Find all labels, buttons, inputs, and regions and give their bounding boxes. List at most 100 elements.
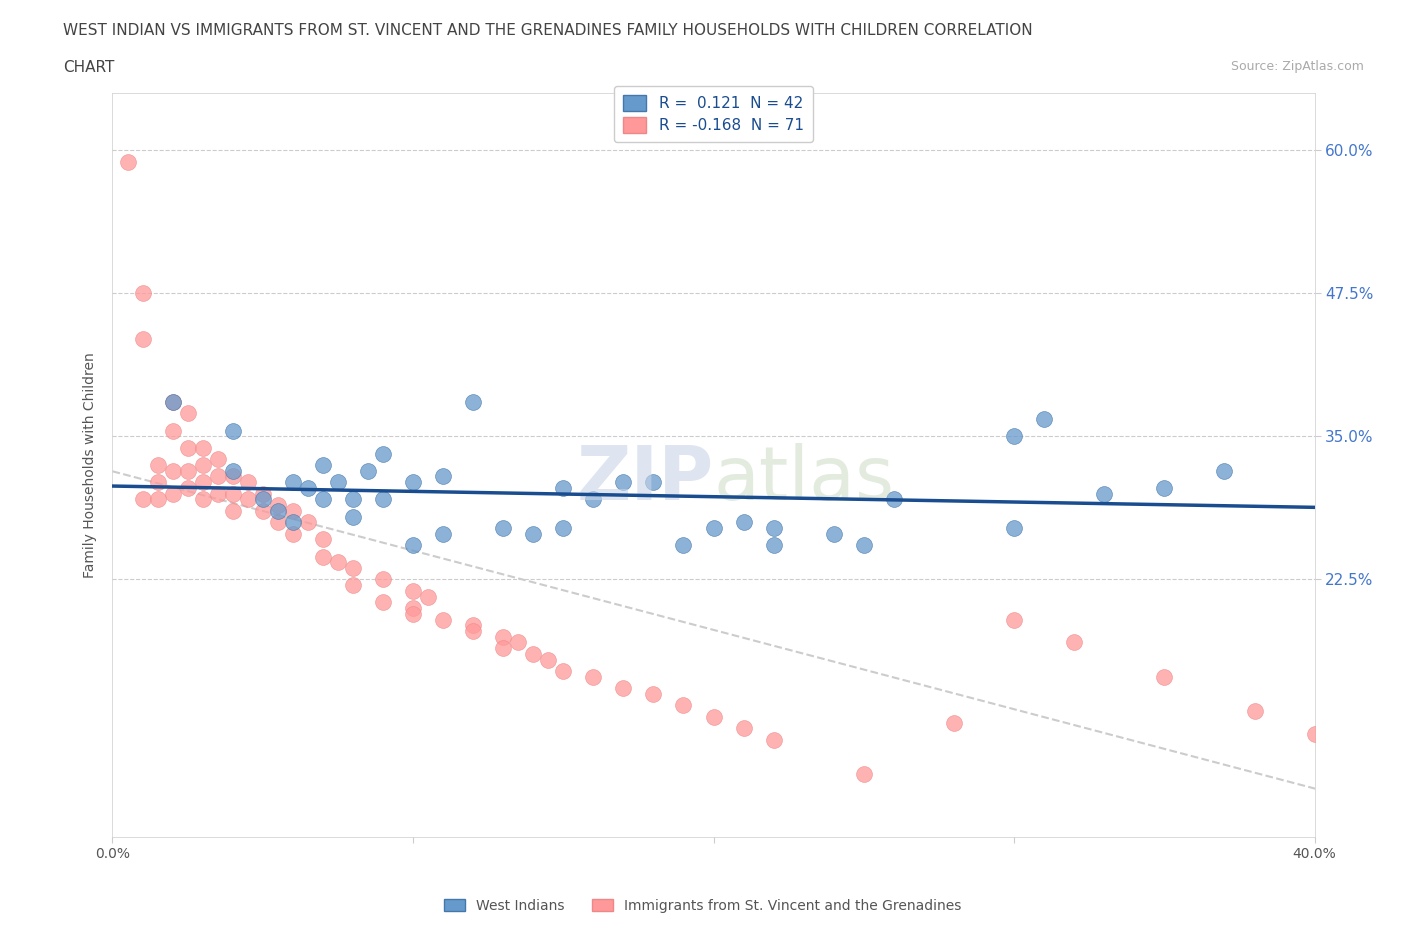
Point <box>326 474 349 489</box>
Point <box>176 406 198 421</box>
Point <box>267 503 290 518</box>
Point <box>1002 612 1025 627</box>
Point <box>252 486 274 501</box>
Point <box>297 515 319 530</box>
Point <box>672 698 695 712</box>
Point <box>823 526 845 541</box>
Point <box>416 590 439 604</box>
Point <box>162 463 184 478</box>
Point <box>522 526 544 541</box>
Point <box>461 394 484 409</box>
Point <box>553 481 575 496</box>
Point <box>402 606 425 621</box>
Point <box>1303 726 1326 741</box>
Point <box>733 721 755 736</box>
Point <box>371 492 394 507</box>
Point <box>1002 429 1025 444</box>
Point <box>1213 463 1236 478</box>
Text: WEST INDIAN VS IMMIGRANTS FROM ST. VINCENT AND THE GRENADINES FAMILY HOUSEHOLDS : WEST INDIAN VS IMMIGRANTS FROM ST. VINCE… <box>63 23 1033 38</box>
Point <box>762 521 785 536</box>
Point <box>312 532 335 547</box>
Point <box>222 486 245 501</box>
Point <box>146 474 169 489</box>
Point <box>1393 715 1406 730</box>
Point <box>131 332 153 347</box>
Point <box>222 463 245 478</box>
Point <box>312 458 335 472</box>
Point <box>191 474 214 489</box>
Point <box>267 498 290 512</box>
Point <box>281 474 304 489</box>
Point <box>553 664 575 679</box>
Point <box>207 486 229 501</box>
Point <box>236 474 259 489</box>
Point <box>762 538 785 552</box>
Point <box>252 503 274 518</box>
Point <box>207 469 229 484</box>
Point <box>612 681 634 696</box>
Text: atlas: atlas <box>713 444 894 516</box>
Point <box>492 630 515 644</box>
Point <box>1243 704 1265 719</box>
Point <box>222 469 245 484</box>
Point <box>281 503 304 518</box>
Point <box>432 469 454 484</box>
Point <box>222 503 245 518</box>
Point <box>461 618 484 632</box>
Point <box>131 286 153 300</box>
Point <box>176 463 198 478</box>
Point <box>162 394 184 409</box>
Text: CHART: CHART <box>63 60 115 75</box>
Point <box>312 549 335 564</box>
Point <box>146 492 169 507</box>
Point <box>371 446 394 461</box>
Legend: R =  0.121  N = 42, R = -0.168  N = 71: R = 0.121 N = 42, R = -0.168 N = 71 <box>614 86 813 142</box>
Point <box>1153 670 1175 684</box>
Point <box>207 452 229 467</box>
Point <box>342 578 364 592</box>
Text: ZIP: ZIP <box>576 444 713 516</box>
Point <box>371 572 394 587</box>
Point <box>162 423 184 438</box>
Point <box>342 509 364 524</box>
Point <box>402 474 425 489</box>
Point <box>852 538 875 552</box>
Y-axis label: Family Households with Children: Family Households with Children <box>83 352 97 578</box>
Point <box>492 641 515 656</box>
Point <box>537 652 560 667</box>
Point <box>162 486 184 501</box>
Point <box>402 538 425 552</box>
Point <box>402 601 425 616</box>
Point <box>371 595 394 610</box>
Point <box>281 515 304 530</box>
Point <box>702 710 725 724</box>
Point <box>553 521 575 536</box>
Point <box>146 458 169 472</box>
Point <box>1002 521 1025 536</box>
Point <box>252 492 274 507</box>
Point <box>1153 481 1175 496</box>
Point <box>162 394 184 409</box>
Point <box>883 492 905 507</box>
Point <box>522 646 544 661</box>
Point <box>191 458 214 472</box>
Point <box>402 583 425 598</box>
Point <box>582 670 605 684</box>
Point <box>1364 750 1386 764</box>
Point <box>432 526 454 541</box>
Legend: West Indians, Immigrants from St. Vincent and the Grenadines: West Indians, Immigrants from St. Vincen… <box>439 894 967 919</box>
Point <box>762 732 785 747</box>
Point <box>672 538 695 552</box>
Point <box>733 515 755 530</box>
Text: Source: ZipAtlas.com: Source: ZipAtlas.com <box>1230 60 1364 73</box>
Point <box>297 481 319 496</box>
Point <box>222 423 245 438</box>
Point <box>612 474 634 489</box>
Point <box>131 492 153 507</box>
Point <box>1063 635 1085 650</box>
Point <box>942 715 965 730</box>
Point <box>643 474 665 489</box>
Point <box>191 441 214 456</box>
Point <box>461 623 484 638</box>
Point <box>582 492 605 507</box>
